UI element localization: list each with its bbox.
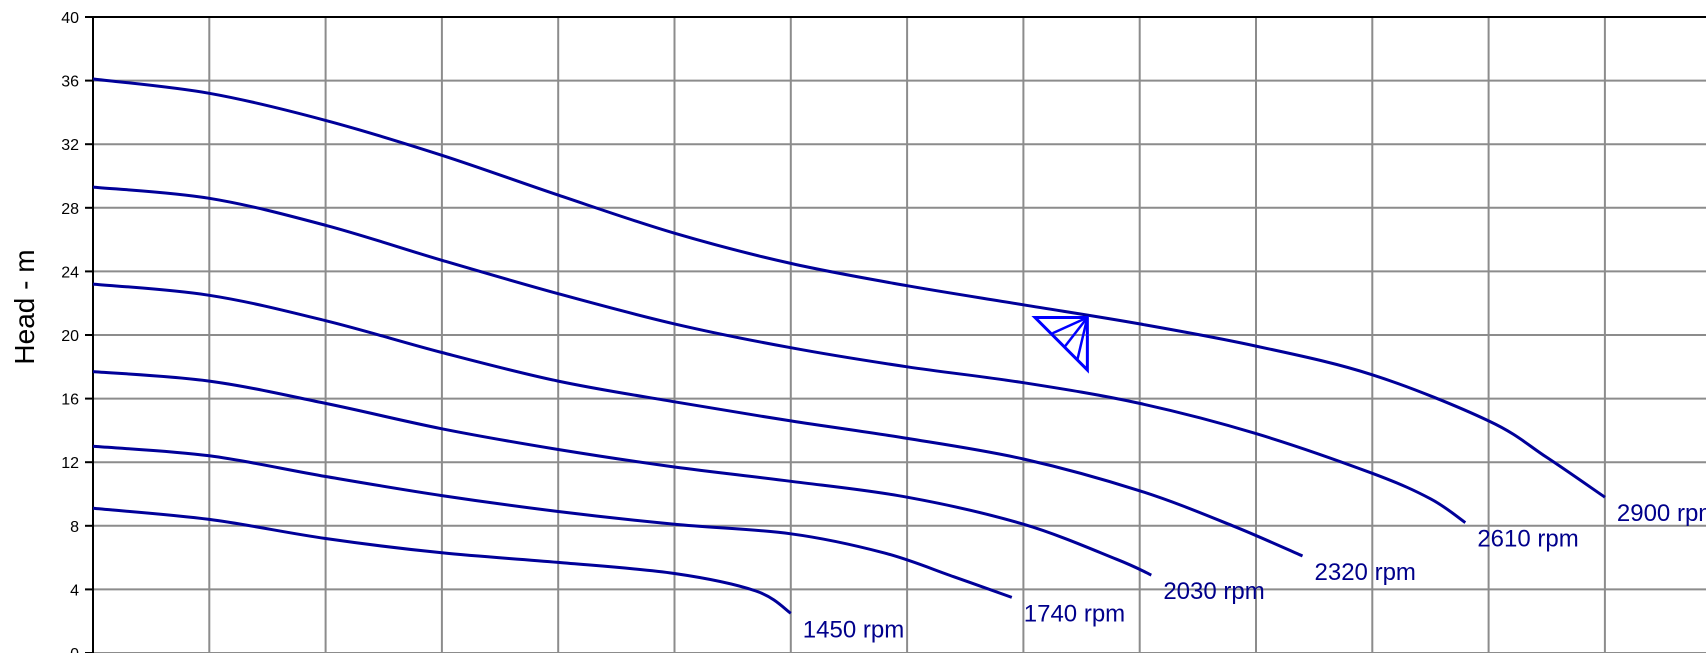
curve-label: 2900 rpm [1617,500,1706,527]
y-tick-label: 8 [70,519,79,536]
y-tick-label: 24 [61,264,79,281]
hatch-line [1064,316,1089,348]
hatch-line [1052,316,1088,335]
y-tick-label: 20 [61,328,79,345]
y-tick-label: 4 [70,582,79,599]
curve-1740-rpm [92,444,1013,599]
y-tick-label: 12 [61,455,79,472]
y-tick-label: 0 [70,646,79,653]
curve-labels: 2900 rpm 2610 rpm 2320 rpm 2030 rpm 1740 rpm… [803,500,1706,643]
curves [92,77,1606,615]
duty-point-triangle [1031,316,1089,374]
y-axis-label: Head - m [9,249,40,364]
curve-1450-rpm [92,506,792,615]
curve-label: 2610 rpm [1477,526,1578,553]
y-tick-label: 36 [61,74,79,91]
curve-label: 2320 rpm [1315,559,1416,586]
duty-point-annotation [1031,316,1089,374]
curve-2610-rpm [92,185,1467,524]
curve-label: 1450 rpm [803,616,904,643]
hatch-line [1076,317,1089,360]
curve-2320-rpm [92,282,1304,558]
curve-2030-rpm [92,370,1152,577]
curve-label: 2030 rpm [1163,578,1264,605]
y-tick-labels: 0 4 8 12 16 20 24 28 32 36 40 [61,10,93,653]
grid [92,16,1706,653]
curve-label: 1740 rpm [1024,600,1125,627]
y-tick-label: 40 [61,10,79,27]
y-tick-label: 16 [61,392,79,409]
curve-2900-rpm [92,77,1606,499]
y-tick-label: 28 [61,201,79,218]
y-tick-label: 32 [61,137,79,154]
